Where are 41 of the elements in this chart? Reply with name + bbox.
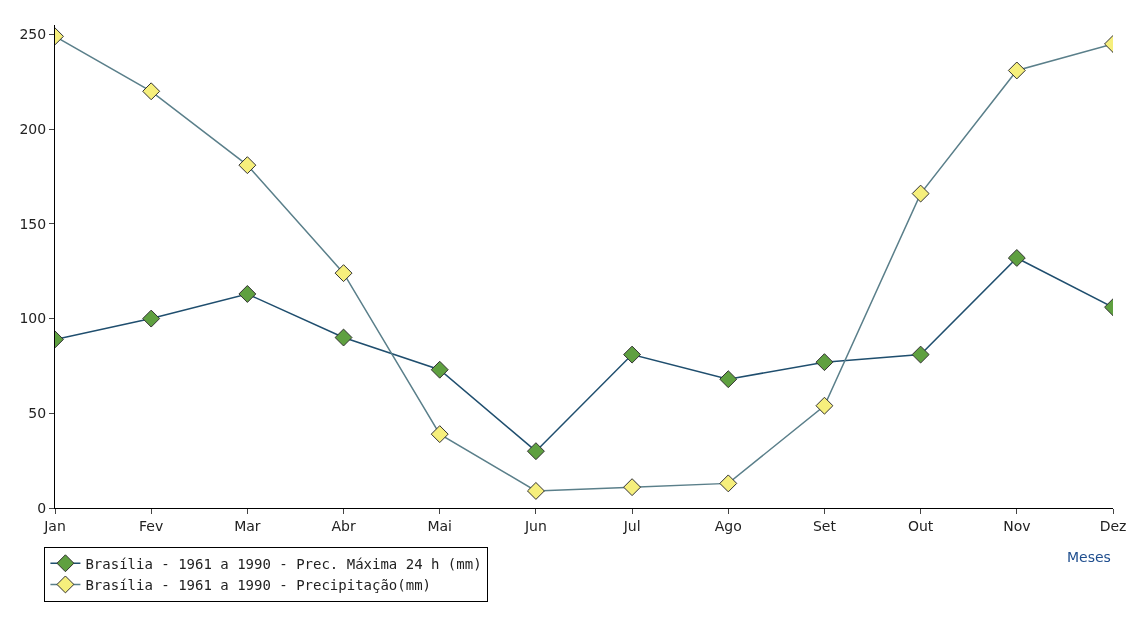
y-tick-label: 0	[37, 499, 47, 516]
point	[623, 345, 642, 364]
x-tick-label: Out	[907, 517, 934, 534]
x-tick-label: Jul	[622, 517, 641, 534]
x-axis-title: Meses	[1067, 549, 1111, 565]
x-tick-label: Jan	[43, 517, 66, 534]
x-tick-label: Nov	[1003, 517, 1031, 534]
point	[1007, 61, 1026, 80]
point	[142, 309, 161, 328]
point	[623, 478, 642, 497]
point	[911, 345, 930, 364]
x-tick-label: Dez	[1099, 517, 1127, 534]
legend-label: Brasília - 1961 a 1990 - Precipitação(mm)	[85, 576, 431, 593]
x-tick-label: Ago	[714, 517, 742, 534]
point	[815, 396, 834, 415]
y-tick-label: 250	[19, 26, 47, 43]
point	[911, 184, 930, 203]
x-tick-label: Abr	[331, 517, 356, 534]
point	[430, 360, 449, 379]
x-tick-label: Fev	[139, 517, 164, 534]
point	[719, 370, 738, 389]
x-tick-label: Set	[812, 517, 837, 534]
point	[719, 474, 738, 493]
y-tick-label: 50	[28, 405, 47, 422]
y-tick-label: 150	[19, 215, 47, 232]
point	[238, 156, 257, 175]
point	[334, 328, 353, 347]
point	[238, 285, 257, 303]
x-tick-label: Mar	[234, 517, 261, 534]
point	[526, 482, 545, 500]
y-tick-label: 200	[19, 121, 47, 138]
point	[334, 264, 353, 283]
point	[815, 353, 834, 372]
y-tick-label: 100	[19, 310, 47, 327]
legend-label: Brasília - 1961 a 1990 - Prec. Máxima 24 h (mm)	[85, 555, 482, 572]
point	[430, 425, 449, 444]
point	[526, 442, 545, 461]
x-tick-label: Mai	[427, 517, 453, 534]
point	[142, 82, 161, 101]
x-tick-label: Jun	[523, 517, 547, 534]
point	[1007, 249, 1026, 267]
